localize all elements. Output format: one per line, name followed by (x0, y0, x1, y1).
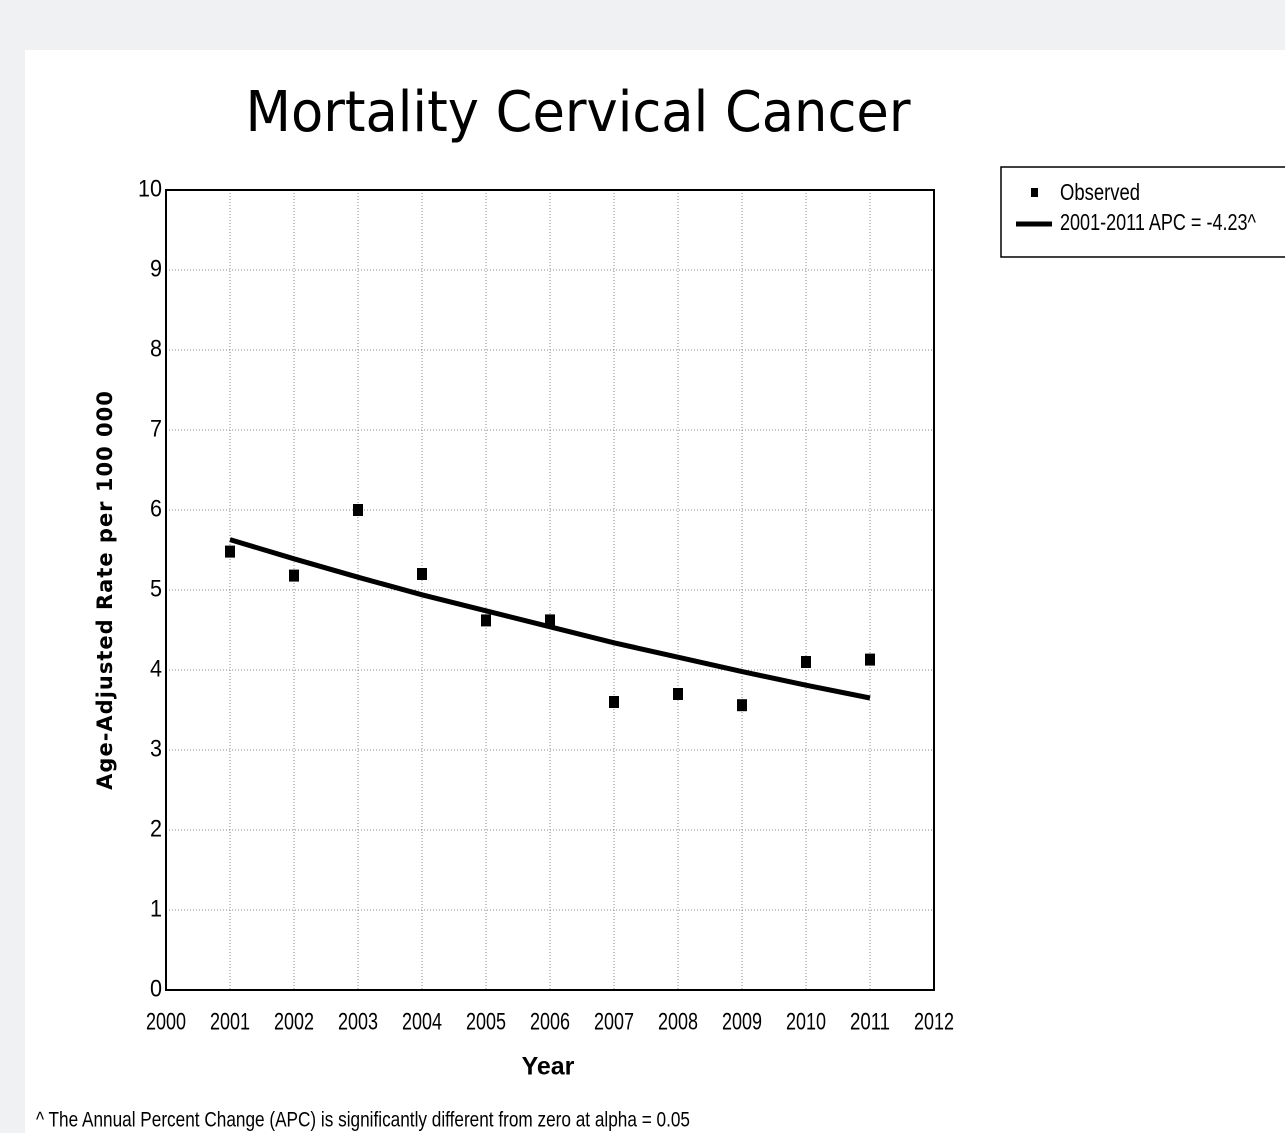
x-tick-label: 2007 (594, 1008, 634, 1035)
y-tick-label: 4 (150, 655, 162, 682)
plot-frame (165, 189, 935, 991)
y-tick-label: 1 (150, 895, 162, 922)
point (737, 699, 747, 712)
y-tick-label: 5 (150, 575, 162, 602)
footnote: ^ The Annual Percent Change (APC) is sig… (36, 1109, 690, 1132)
point (353, 504, 363, 516)
point (673, 688, 683, 700)
point (225, 545, 235, 558)
point (609, 696, 619, 708)
x-tick-label: 2001 (210, 1008, 250, 1035)
x-tick-label: 2008 (658, 1008, 698, 1035)
x-tick-label: 2006 (530, 1008, 570, 1035)
y-tick-label: 3 (150, 735, 162, 762)
x-tick-label: 2000 (146, 1008, 186, 1035)
x-axis-label: Year (522, 1053, 575, 1081)
fit-line (229, 537, 871, 701)
legend-marker (1031, 188, 1038, 197)
legend-box (1000, 166, 1285, 258)
y-tick-label: 8 (150, 335, 162, 362)
y-tick-label: 2 (150, 815, 162, 842)
chart-title: Mortality Cervical Cancer (246, 80, 912, 145)
point (417, 568, 427, 580)
point (865, 653, 875, 666)
x-tick-label: 2010 (786, 1008, 826, 1035)
x-tick-label: 2011 (850, 1008, 890, 1035)
x-tick-label: 2012 (914, 1008, 954, 1035)
point (481, 614, 491, 627)
y-tick-label: 0 (150, 975, 162, 1002)
legend-label: Observed (1060, 179, 1140, 205)
y-tick-label: 7 (150, 415, 162, 442)
x-tick-label: 2004 (402, 1008, 442, 1035)
y-axis-label: Age-Adjusted Rate per 100 000 (93, 390, 117, 790)
point (545, 614, 555, 627)
point (801, 656, 811, 668)
legend-label: 2001-2011 APC = -4.23^ (1060, 209, 1256, 235)
y-tick-label: 10 (138, 175, 162, 202)
point (289, 569, 299, 582)
x-tick-label: 2002 (274, 1008, 314, 1035)
x-tick-label: 2003 (338, 1008, 378, 1035)
x-tick-label: 2005 (466, 1008, 506, 1035)
y-tick-label: 9 (150, 255, 162, 282)
x-tick-label: 2009 (722, 1008, 762, 1035)
y-tick-label: 6 (150, 495, 162, 522)
